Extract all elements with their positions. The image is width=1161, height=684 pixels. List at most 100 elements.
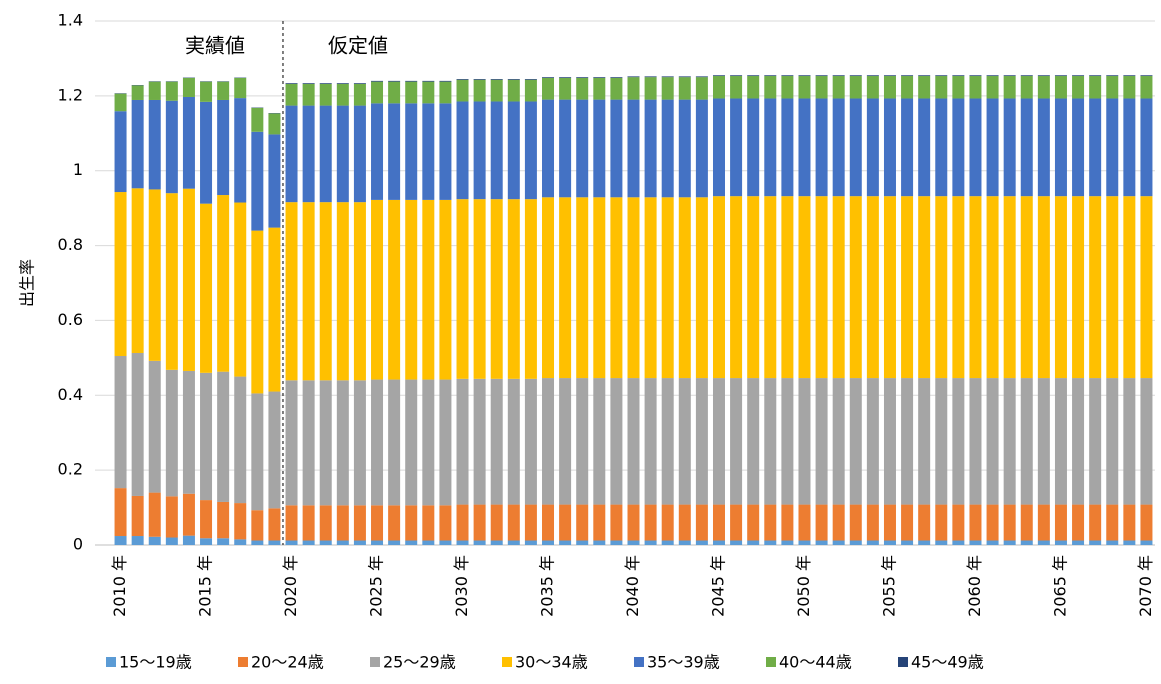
bar-segment	[490, 378, 503, 505]
bar-segment	[251, 510, 264, 541]
bar-segment	[217, 538, 230, 545]
bar-segment	[1123, 75, 1136, 77]
bar-segment	[918, 378, 931, 505]
bar-segment	[148, 360, 161, 493]
bar-segment	[507, 378, 520, 505]
bar-segment	[405, 81, 418, 104]
bar-segment	[1020, 378, 1033, 505]
x-tick-label: 2035 年	[538, 555, 557, 617]
bar-segment	[712, 378, 725, 505]
bar-segment	[764, 196, 777, 379]
bar-segment	[217, 195, 230, 372]
bar-segment	[388, 199, 401, 380]
bar-segment	[781, 378, 794, 505]
bar-segment	[285, 202, 298, 381]
bar-segment	[1140, 540, 1153, 545]
bar-segment	[627, 99, 640, 198]
y-axis-label: 出生率	[18, 259, 37, 307]
bar-segment	[524, 199, 537, 379]
bar-segment	[627, 197, 640, 379]
x-tick-label: 2070 年	[1136, 555, 1155, 617]
bar-segment	[200, 203, 213, 373]
bar-segment	[217, 99, 230, 196]
legend-swatch	[106, 657, 116, 667]
bar-segment	[456, 101, 469, 200]
x-tick-label: 2050 年	[794, 555, 813, 617]
bar-segment	[542, 378, 555, 505]
bar-segment	[678, 99, 691, 198]
bar-segment	[610, 77, 623, 78]
bar-segment	[371, 505, 384, 541]
bar-segment	[285, 505, 298, 541]
bar-segment	[251, 540, 264, 545]
bar-segment	[678, 540, 691, 545]
legend-swatch	[502, 657, 512, 667]
bar-segment	[610, 77, 623, 100]
bar-segment	[507, 79, 520, 80]
bar-segment	[576, 504, 589, 541]
bar-segment	[866, 196, 879, 379]
bar-segment	[815, 98, 828, 197]
bar-segment	[439, 81, 452, 104]
bar-segment	[730, 540, 743, 545]
bar-segment	[1072, 76, 1085, 99]
bar-segment	[353, 83, 366, 106]
bar-segment	[473, 79, 486, 102]
bar-segment	[661, 540, 674, 545]
bar-segment	[234, 202, 247, 377]
bar-segment	[234, 77, 247, 99]
bar-segment	[353, 540, 366, 545]
bar-segment	[986, 504, 999, 541]
bar-segment	[405, 199, 418, 380]
bar-segment	[712, 504, 725, 541]
bar-segment	[952, 540, 965, 545]
bar-segment	[661, 504, 674, 541]
bar-segment	[883, 378, 896, 505]
bar-segment	[353, 505, 366, 541]
bar-segment	[1106, 76, 1119, 99]
x-tick-label: 2040 年	[623, 555, 642, 617]
bar-segment	[405, 103, 418, 200]
bar-segment	[712, 540, 725, 545]
bar-segment	[131, 188, 144, 353]
bar-segment	[627, 504, 640, 541]
x-tick-label: 2025 年	[367, 555, 386, 617]
legend-label: 40〜44歳	[779, 653, 852, 672]
y-tick-label: 1	[73, 160, 83, 179]
bar-segment	[644, 378, 657, 505]
bar-segment	[781, 76, 794, 99]
bar-segment	[1037, 540, 1050, 545]
bar-segment	[251, 230, 264, 394]
bar-segment	[849, 196, 862, 379]
bar-segment	[1054, 75, 1067, 77]
bar-segment	[114, 355, 127, 489]
bar-segment	[131, 536, 144, 545]
bar-segment	[524, 378, 537, 505]
bar-segment	[1054, 98, 1067, 197]
bar-segment	[439, 379, 452, 506]
bar-segment	[576, 77, 589, 78]
bar-segment	[883, 196, 896, 379]
bar-segment	[559, 197, 572, 379]
bar-segment	[217, 81, 230, 100]
bar-segment	[730, 378, 743, 505]
bar-segment	[661, 197, 674, 379]
bar-segment	[661, 378, 674, 505]
bar-segment	[559, 540, 572, 545]
bar-segment	[285, 540, 298, 545]
bar-segment	[849, 540, 862, 545]
bar-segment	[1020, 76, 1033, 99]
bar-segment	[302, 83, 315, 106]
bar-segment	[200, 500, 213, 539]
bar-segment	[832, 540, 845, 545]
bar-segment	[695, 504, 708, 541]
bar-segment	[918, 76, 931, 99]
x-tick-label: 2010 年	[110, 555, 129, 617]
bar-segment	[883, 504, 896, 541]
legend-swatch	[238, 657, 248, 667]
bar-segment	[507, 199, 520, 379]
bar-segment	[901, 378, 914, 505]
bar-segment	[1020, 75, 1033, 77]
annotation: 仮定値	[328, 34, 388, 58]
